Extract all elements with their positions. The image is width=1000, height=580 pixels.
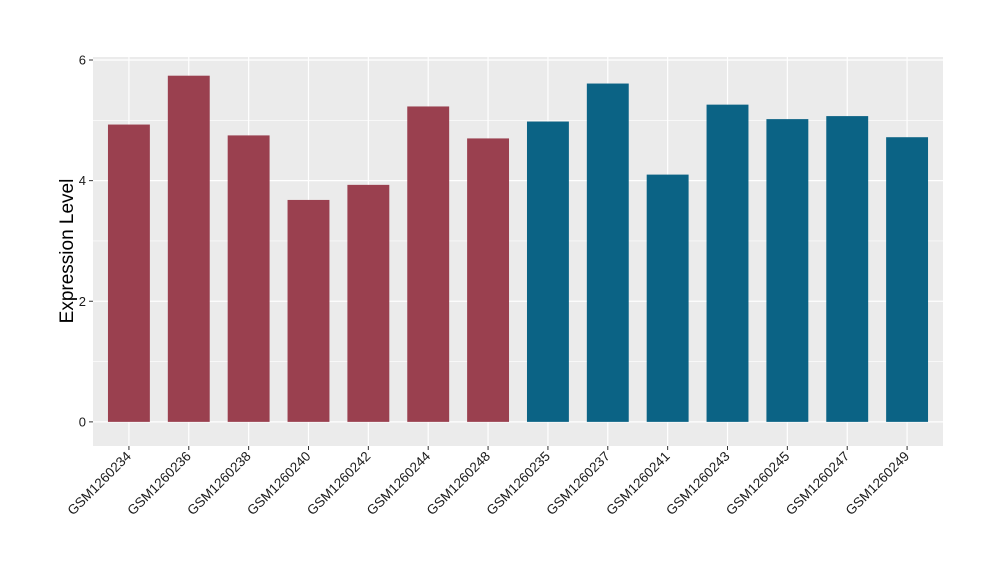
bar-GSM1260244 (407, 106, 450, 422)
bar-GSM1260234 (107, 124, 150, 422)
y-tick-label: 6 (79, 53, 86, 68)
bar-GSM1260236 (167, 75, 210, 422)
x-tick-label: GSM1260249 (843, 449, 913, 519)
bar-GSM1260243 (706, 104, 749, 422)
bar-GSM1260240 (287, 199, 330, 422)
bar-GSM1260242 (347, 184, 390, 422)
bar-GSM1260237 (586, 83, 629, 422)
y-axis-title: Expression Level (57, 179, 78, 324)
y-axis: 0 2 4 6 (79, 53, 93, 429)
bar-GSM1260235 (526, 121, 569, 422)
bar-GSM1260245 (766, 119, 809, 422)
bar-GSM1260238 (227, 135, 270, 422)
bar-GSM1260249 (886, 137, 929, 422)
y-tick-label: 0 (79, 414, 86, 429)
y-tick-label: 2 (79, 294, 86, 309)
bar-GSM1260248 (467, 138, 510, 422)
y-tick-label: 4 (79, 173, 86, 188)
bar-GSM1260241 (646, 174, 689, 422)
bar-GSM1260247 (826, 116, 869, 422)
plot-panel (93, 57, 943, 446)
bars (107, 75, 929, 422)
x-axis: GSM1260234GSM1260236GSM1260238GSM1260240… (65, 446, 913, 519)
